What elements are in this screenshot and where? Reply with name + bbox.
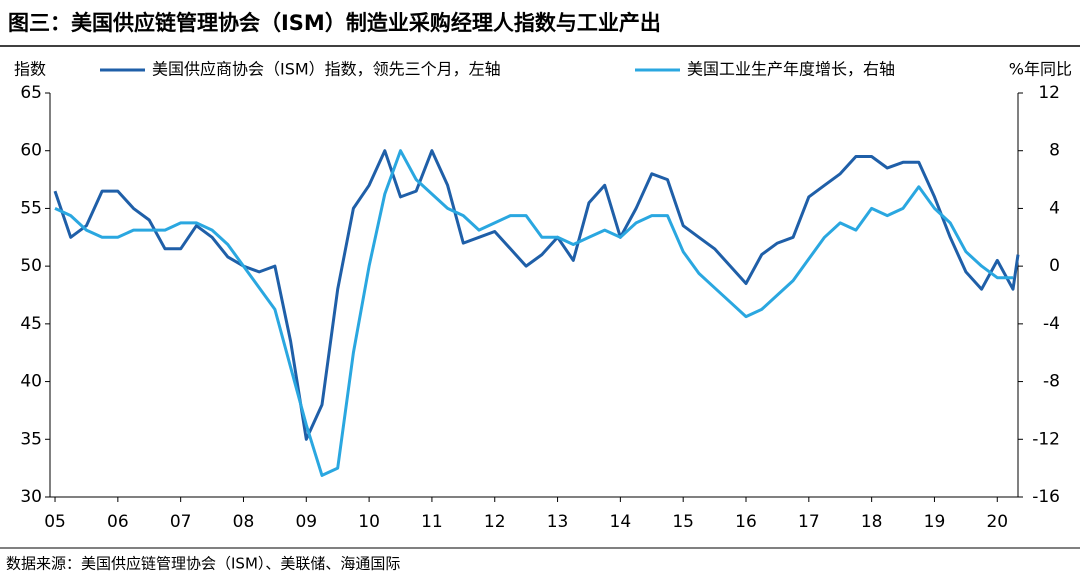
y2-tick-label: 8 xyxy=(1049,141,1060,161)
y-tick-label: 40 xyxy=(20,372,42,392)
y2-axis-label: %年同比 xyxy=(1009,60,1072,79)
series-line xyxy=(53,149,1020,441)
legend-label: 美国供应商协会（ISM）指数，领先三个月，左轴 xyxy=(152,60,501,79)
x-tick-label: 05 xyxy=(44,512,66,532)
y2-tick-label: 12 xyxy=(1038,83,1060,103)
y-tick-label: 35 xyxy=(20,429,42,449)
x-tick-label: 13 xyxy=(547,512,569,532)
x-tick-label: 19 xyxy=(924,512,946,532)
y-tick-label: 55 xyxy=(20,198,42,218)
legend-label: 美国工业生产年度增长，右轴 xyxy=(687,60,895,79)
y-tick-label: 30 xyxy=(20,487,42,507)
x-tick-label: 15 xyxy=(672,512,694,532)
y-tick-label: 65 xyxy=(20,83,42,103)
y-tick-label: 60 xyxy=(20,141,42,161)
x-tick-label: 06 xyxy=(107,512,129,532)
source-note: 数据来源：美国供应链管理协会（ISM）、美联储、海通国际 xyxy=(6,555,400,573)
y-axis-label: 指数 xyxy=(14,60,46,79)
x-tick-label: 17 xyxy=(798,512,820,532)
x-tick-label: 12 xyxy=(484,512,506,532)
x-tick-label: 20 xyxy=(986,512,1008,532)
y2-tick-label: -4 xyxy=(1043,314,1060,334)
x-tick-label: 16 xyxy=(735,512,757,532)
x-tick-label: 11 xyxy=(421,512,443,532)
x-tick-label: 14 xyxy=(610,512,632,532)
chart-title: 图三：美国供应链管理协会（ISM）制造业采购经理人指数与工业产出 xyxy=(8,11,661,35)
series-line xyxy=(54,149,1013,477)
x-tick-label: 07 xyxy=(170,512,192,532)
y2-tick-label: -8 xyxy=(1043,372,1060,392)
y2-tick-label: -12 xyxy=(1032,429,1060,449)
y2-tick-label: 0 xyxy=(1049,256,1060,276)
y-tick-label: 50 xyxy=(20,256,42,276)
x-tick-label: 18 xyxy=(861,512,883,532)
y-tick-label: 45 xyxy=(20,314,42,334)
y2-tick-label: 4 xyxy=(1049,198,1060,218)
x-tick-label: 10 xyxy=(358,512,380,532)
x-tick-label: 08 xyxy=(233,512,255,532)
x-tick-label: 09 xyxy=(295,512,317,532)
y2-tick-label: -16 xyxy=(1032,487,1060,507)
